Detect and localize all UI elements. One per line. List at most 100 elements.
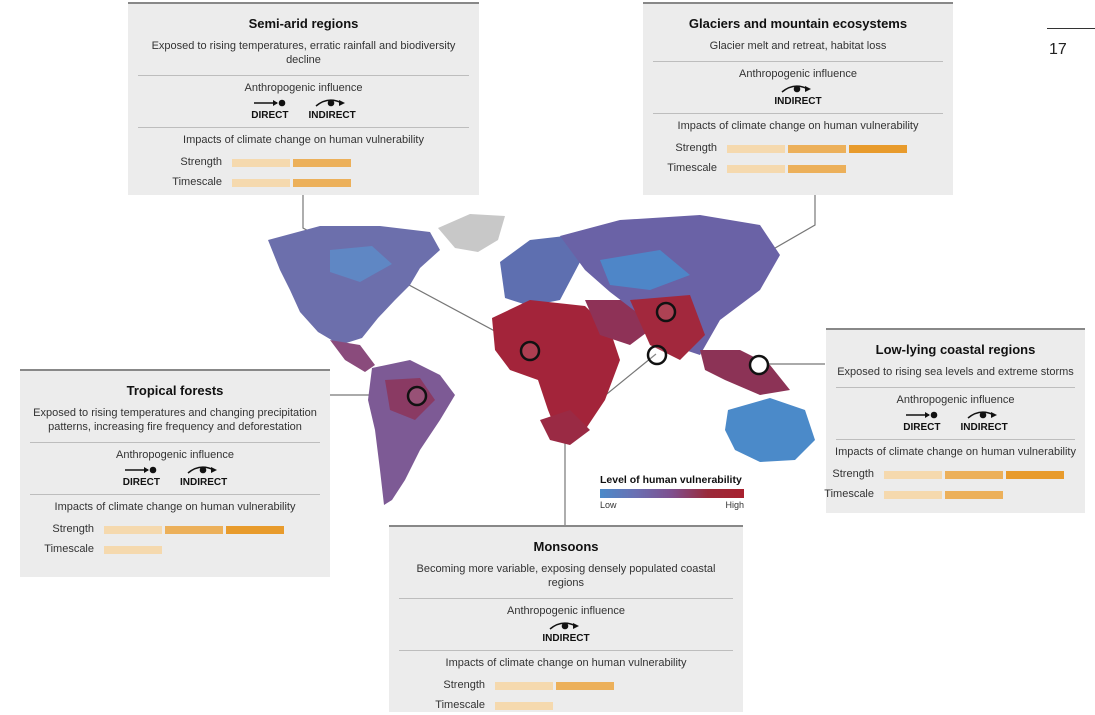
indirect-influence: INDIRECT [309,97,356,121]
timescale-bar-segment [788,165,846,173]
panel-coastal: Low-lying coastal regions Exposed to risi… [824,328,1085,513]
timescale-bar-segment [293,179,351,187]
direct-arrow-icon [905,409,939,421]
asia-shape [560,215,780,355]
panel-semi-arid: Semi-arid regions Exposed to rising tempe… [128,2,479,195]
influence-icons: DIRECT INDIRECT [20,464,330,488]
influence-label: Anthropogenic influence [738,68,858,80]
indirect-arrow-icon [781,83,815,95]
timescale-row: Timescale [128,172,479,192]
indirect-arrow-icon [549,620,583,632]
indirect-influence: INDIRECT [180,464,227,488]
strength-row: Strength [643,138,953,158]
influence-label: Anthropogenic influence [244,82,363,94]
legend-title: Level of human vulnerability [600,474,742,486]
strength-bar-segment [495,682,553,690]
influence-icons: INDIRECT [389,620,743,644]
strength-bar-segment [165,526,223,534]
panel-glaciers: Glaciers and mountain ecosystems Glacier … [643,2,953,195]
legend-high: High [725,500,744,510]
strength-label: Strength [675,142,717,154]
page-number: 17 [1047,28,1095,59]
north-america-shape [268,226,440,345]
africa-shape [492,300,620,440]
direct-arrow-icon [253,97,287,109]
direct-arrow-icon [124,464,158,476]
impacts-label: Impacts of climate change on human vulne… [445,657,687,669]
strength-bar-segment [232,159,290,167]
divider [138,127,469,128]
strength-label: Strength [52,523,94,535]
divider [30,494,320,495]
impacts-label: Impacts of climate change on human vulne… [183,134,424,146]
strength-label: Strength [180,156,222,168]
divider [836,387,1075,388]
influence-label: Anthropogenic influence [896,394,1015,406]
direct-influence: DIRECT [123,464,160,488]
divider [30,442,320,443]
direct-label: DIRECT [903,422,941,433]
indirect-label: INDIRECT [960,422,1008,433]
influence-icons: INDIRECT [643,83,953,107]
influence-icons: DIRECT INDIRECT [128,97,479,121]
timescale-row: Timescale [643,158,953,178]
timescale-label: Timescale [824,488,874,500]
divider [399,598,733,599]
influence-icons: DIRECT INDIRECT [826,409,1085,433]
strength-label: Strength [443,679,485,691]
indirect-influence: INDIRECT [961,409,1008,433]
panel-description: Exposed to rising temperatures and chang… [33,407,317,433]
timescale-bar-segment [104,546,162,554]
strength-bar-segment [104,526,162,534]
indirect-label: INDIRECT [180,477,228,488]
strength-bar-segment [727,145,785,153]
vulnerability-legend: Level of human vulnerability Low High [600,474,744,510]
panel-description: Exposed to rising sea levels and extreme… [837,366,1074,378]
strength-bar-segment [945,471,1003,479]
divider [653,113,943,114]
indirect-influence: INDIRECT [774,83,822,107]
region-markers [406,301,770,407]
impacts-label: Impacts of climate change on human vulne… [677,120,919,132]
timescale-bar-segment [495,702,553,710]
indirect-arrow-icon [187,464,221,476]
strength-bar-segment [788,145,846,153]
divider [399,650,733,651]
central-america-shape [330,340,375,372]
direct-label: DIRECT [251,110,289,121]
panel-title: Semi-arid regions [248,16,359,31]
indirect-arrow-icon [315,97,349,109]
timescale-row: Timescale [824,484,1085,504]
panel-title: Tropical forests [126,383,224,398]
timescale-label: Timescale [44,543,94,555]
strength-row: Strength [826,464,1085,484]
impacts-label: Impacts of climate change on human vulne… [54,501,296,513]
indirect-influence: INDIRECT [542,620,590,644]
europe-shape [500,236,580,306]
strength-row: Strength [389,675,743,695]
divider [138,75,469,76]
panel-title: Monsoons [533,539,599,554]
legend-low: Low [600,500,617,510]
timescale-bar-segment [232,179,290,187]
direct-influence: DIRECT [903,409,941,433]
panel-title: Low-lying coastal regions [875,342,1036,357]
strength-bar-segment [556,682,614,690]
panel-description: Glacier melt and retreat, habitat loss [709,40,887,52]
timescale-label: Timescale [667,162,717,174]
divider [653,61,943,62]
strength-bar-segment [293,159,351,167]
influence-label: Anthropogenic influence [506,605,626,617]
strength-bar-segment [226,526,284,534]
direct-label: DIRECT [122,477,160,488]
direct-influence: DIRECT [251,97,289,121]
panel-tropical-forests: Tropical forests Exposed to rising temper… [20,369,330,577]
timescale-row: Timescale [20,539,330,559]
middle-east-shape [585,300,650,345]
southeast-asia-shape [700,350,790,395]
greenland-shape [438,214,505,252]
strength-bar-segment [849,145,907,153]
australia-shape [725,398,815,462]
strength-row: Strength [128,152,479,172]
strength-bar-segment [884,471,942,479]
